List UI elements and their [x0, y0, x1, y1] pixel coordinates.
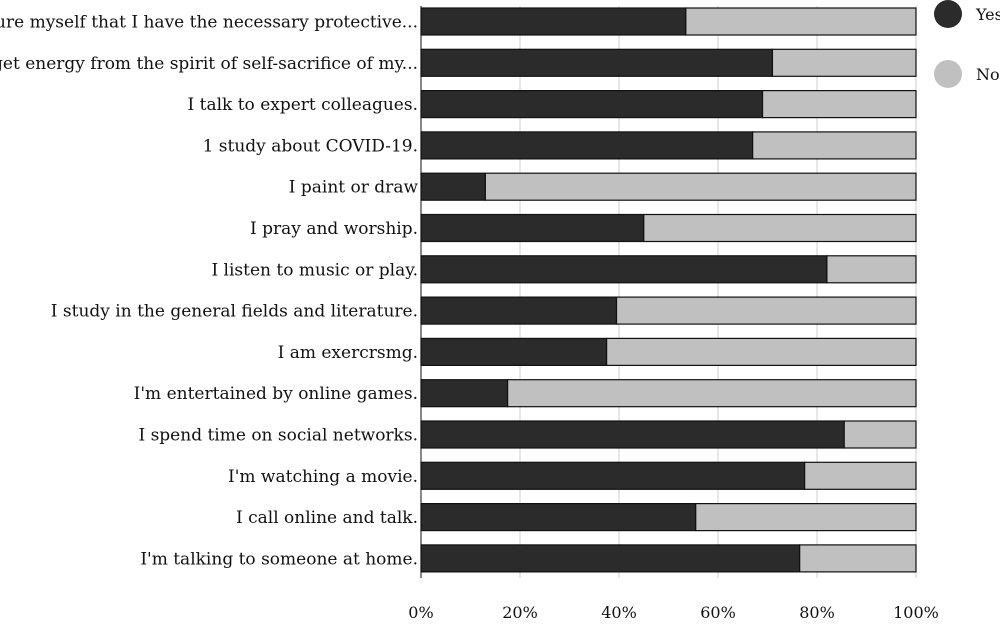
x-tick-label: 0%: [408, 603, 433, 622]
category-label: I study in the general fields and litera…: [51, 302, 418, 322]
legend: Yes No: [934, 0, 1000, 88]
legend-label-no: No: [976, 65, 1000, 84]
bar-yes-0: [420, 7, 687, 36]
bar-no-6: [826, 255, 917, 284]
bar-yes-3: [420, 131, 754, 160]
legend-label-yes: Yes: [975, 5, 1000, 24]
bar-yes-1: [420, 48, 774, 77]
legend-swatch-no: [934, 60, 962, 88]
bar-yes-11: [420, 461, 806, 490]
x-axis-ticks: 0% 20% 40% 60% 80% 100%: [408, 603, 939, 622]
category-label: I'm watching a movie.: [228, 467, 418, 487]
legend-swatch-yes: [934, 0, 962, 28]
x-tick-label: 60%: [700, 603, 736, 622]
x-tick-label: 20%: [502, 603, 538, 622]
category-label: I am exercrsmg.: [278, 343, 418, 363]
bar-no-2: [761, 89, 917, 119]
bars: [420, 7, 917, 573]
bar-no-1: [771, 48, 917, 77]
category-label: I get energy from the spirit of self-sac…: [0, 54, 418, 74]
bar-yes-7: [420, 296, 618, 325]
bar-no-0: [685, 7, 917, 36]
category-label: I'm entertained by online games.: [134, 384, 418, 404]
bar-yes-4: [420, 172, 486, 201]
category-label: I paint or draw: [289, 178, 419, 198]
bar-no-12: [695, 503, 917, 532]
bar-yes-6: [420, 255, 828, 284]
bar-yes-13: [420, 544, 801, 573]
bar-no-11: [804, 461, 917, 490]
bar-yes-5: [420, 213, 645, 243]
x-tick-label: 100%: [893, 603, 939, 622]
bar-no-9: [507, 379, 917, 408]
category-label: I talk to expert colleagues.: [188, 95, 419, 115]
category-label: I spend time on social networks.: [138, 426, 418, 446]
bar-yes-8: [420, 337, 608, 366]
x-tick-label: 80%: [799, 603, 835, 622]
bar-no-4: [484, 172, 917, 201]
category-label: I'm talking to someone at home.: [140, 549, 418, 569]
bar-yes-12: [420, 503, 697, 532]
bar-no-7: [615, 296, 917, 325]
category-labels: I assure myself that I have the necessar…: [0, 13, 418, 570]
x-tick-label: 40%: [601, 603, 637, 622]
bar-yes-10: [420, 420, 845, 449]
bar-no-10: [843, 420, 917, 449]
bar-no-8: [606, 337, 917, 366]
bar-yes-9: [420, 379, 509, 408]
bar-no-13: [799, 544, 917, 573]
category-label: I call online and talk.: [236, 508, 418, 528]
bar-no-3: [752, 131, 917, 160]
category-label: I pray and worship.: [250, 219, 418, 239]
category-label: I listen to music or play.: [211, 260, 418, 280]
bar-yes-2: [420, 89, 764, 119]
category-label: I assure myself that I have the necessar…: [0, 13, 418, 33]
bar-no-5: [643, 213, 917, 243]
category-label: 1 study about COVID-19.: [203, 136, 418, 156]
